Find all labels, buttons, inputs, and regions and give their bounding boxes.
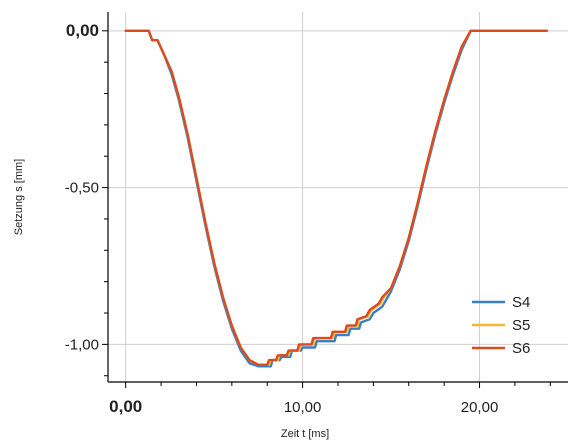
legend-label-s5: S5 [512,317,530,334]
legend-label-s6: S6 [512,340,530,357]
series-line-s4 [124,29,548,368]
x-tick-label: 10,00 [284,399,322,416]
legend: S4 S5 S6 [472,294,530,357]
x-axis-title: Zeit t [ms] [281,428,329,440]
y-axis-title: Setzung s [mm] [13,159,25,235]
ticks: 0,00 10,00 20,00 0,00 -0,50 -1,00 [65,21,551,416]
series-line-s5 [124,29,548,366]
series-line-s6 [124,29,548,366]
x-tick-label: 0,00 [109,397,142,416]
axes [107,12,568,383]
y-tick-label: 0,00 [66,21,99,40]
y-tick-label: -0,50 [65,180,99,197]
series [124,29,548,368]
grid [108,12,568,382]
y-tick-label: -1,00 [65,336,99,353]
legend-label-s4: S4 [512,294,530,311]
x-tick-label: 20,00 [461,399,499,416]
